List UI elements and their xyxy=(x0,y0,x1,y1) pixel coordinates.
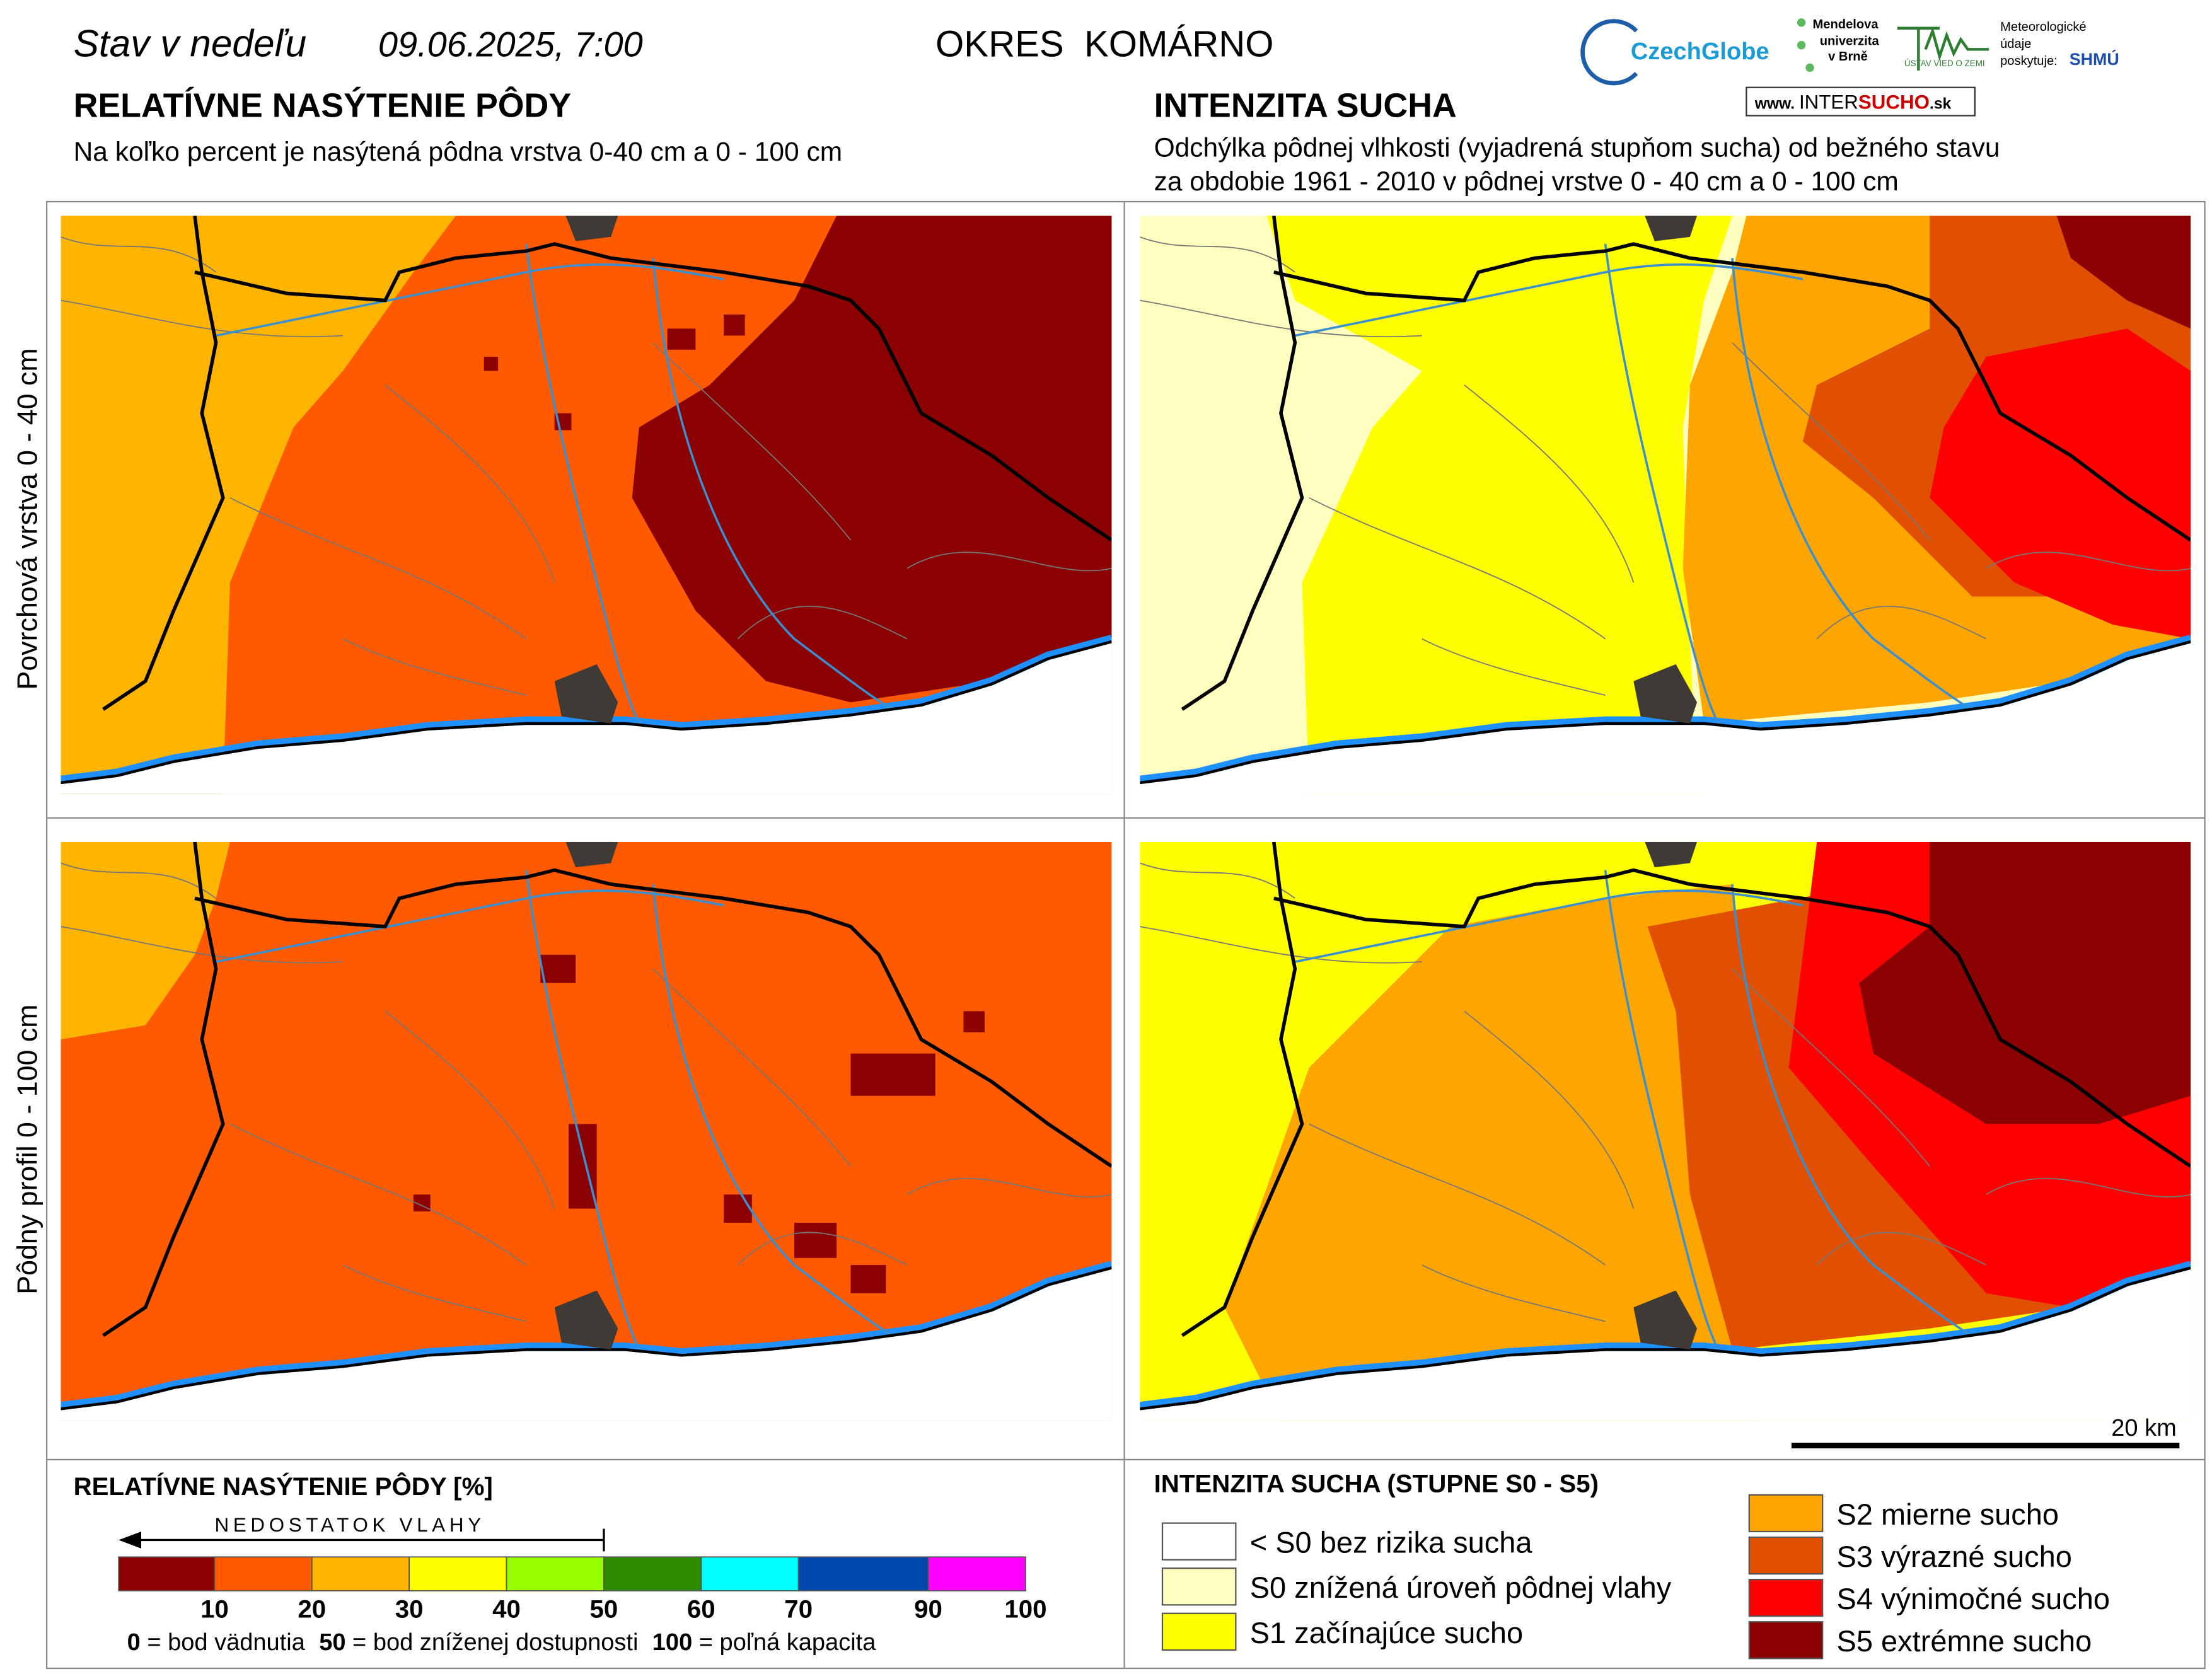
meteo: údaje xyxy=(2000,37,2031,51)
legend-swatch xyxy=(1748,1621,1824,1660)
czechglobe: CzechGlobe xyxy=(1631,38,1769,65)
legend-swatch xyxy=(1161,1612,1237,1651)
scale-tick: 70 xyxy=(784,1595,813,1623)
panel-subtitle: Na koľko percent je nasýtená pôdna vrstv… xyxy=(74,137,843,167)
scale-tick: 40 xyxy=(492,1595,521,1623)
legend-label: S2 mierne sucho xyxy=(1837,1498,2059,1531)
panel-title: INTENZITA SUCHA xyxy=(1154,87,1457,125)
legend-title: RELATÍVNE NASÝTENIE PÔDY [%] xyxy=(74,1472,493,1501)
ustav-icon xyxy=(1897,26,1989,71)
mendel: Mendelova xyxy=(1813,18,1879,32)
scale-bin xyxy=(700,1556,799,1591)
map-drought-profile xyxy=(1140,842,2191,1421)
scale-bin xyxy=(797,1556,929,1591)
panel-title: RELATÍVNE NASÝTENIE PÔDY xyxy=(74,86,572,125)
ustav: ÚSTAV VIED O ZEMI xyxy=(1904,59,1985,68)
dot xyxy=(1805,63,1814,72)
scale-tick: 50 xyxy=(590,1595,618,1623)
legend-swatch xyxy=(1161,1522,1237,1561)
panel-subtitle: za obdobie 1961 - 2010 v pôdnej vrstve 0… xyxy=(1154,167,1899,197)
legend-swatch xyxy=(1748,1578,1824,1617)
district: OKRES KOMÁRNO xyxy=(935,24,1273,65)
mendel: univerzita xyxy=(1820,35,1880,49)
scale-tick: 100 xyxy=(1004,1595,1046,1623)
scale-bin xyxy=(506,1556,605,1591)
scale-tick: 60 xyxy=(687,1595,715,1623)
legend-label: S3 výrazné sucho xyxy=(1837,1540,2072,1573)
scale-label: 20 km xyxy=(2111,1415,2177,1441)
legend-title: INTENZITA SUCHA (STUPNE S0 - S5) xyxy=(1154,1469,1599,1498)
scale-tick: 10 xyxy=(200,1595,229,1623)
desc: = poľná kapacita xyxy=(692,1629,876,1656)
scale-bin xyxy=(311,1556,410,1591)
desc: = bod vädnutia xyxy=(141,1629,306,1656)
row-label: Povrchová vrstva 0 - 40 cm xyxy=(11,348,43,690)
dot xyxy=(1797,40,1806,50)
map-drought-topsoil xyxy=(1140,216,2191,794)
legend-swatch xyxy=(1748,1494,1824,1533)
row-label: Pôdny profil 0 - 100 cm xyxy=(11,1005,43,1295)
panel-subtitle: Odchýlka pôdnej vlhkosti (vyjadrená stup… xyxy=(1154,133,2000,163)
legend-label: < S0 bez rizika sucha xyxy=(1250,1526,1533,1559)
dot xyxy=(1797,18,1806,27)
meteo: Meteorologické xyxy=(2000,20,2086,34)
legend-label: S4 výnimočné sucho xyxy=(1837,1582,2110,1615)
scale-bin xyxy=(214,1556,313,1591)
shmu: SHMÚ xyxy=(2070,49,2119,69)
desc: = bod zníženej dostupnosti xyxy=(345,1629,638,1656)
arrow-head xyxy=(119,1532,141,1549)
arrow-label: NEDOSTATOK VLAHY xyxy=(215,1514,485,1536)
intersucho-box xyxy=(1746,86,1976,117)
scale-tick: 30 xyxy=(395,1595,424,1623)
frame xyxy=(45,200,2206,1670)
scale-bin xyxy=(603,1556,702,1591)
meteo: poskytuje: xyxy=(2000,54,2058,68)
legend-swatch xyxy=(1161,1567,1237,1606)
legend-label: S5 extrémne sucho xyxy=(1837,1624,2092,1658)
legend-label: S1 začínajúce sucho xyxy=(1250,1616,1523,1649)
legend-label: S0 znížená úroveň pôdnej vlahy xyxy=(1250,1571,1672,1604)
scale-tick: 20 xyxy=(298,1595,326,1623)
intersucho: www. INTERSUCHO.sk xyxy=(1754,91,1952,113)
part: SUCHO xyxy=(1858,91,1930,113)
key: 50 xyxy=(319,1629,345,1656)
date: 09.06.2025, 7:00 xyxy=(378,25,643,64)
part: .sk xyxy=(1930,95,1952,112)
legend-swatch xyxy=(1748,1536,1824,1575)
date-prefix: Stav v nedeľu xyxy=(74,22,307,65)
part: INTER xyxy=(1799,91,1858,113)
legend-saturation: RELATÍVNE NASÝTENIE PÔDY [%] NEDOSTATOK … xyxy=(74,1472,877,1656)
scale-bin xyxy=(408,1556,507,1591)
scale-bin xyxy=(927,1556,1026,1591)
key: 100 xyxy=(652,1629,692,1656)
logo-arc xyxy=(1580,19,1638,86)
scale-bin xyxy=(118,1556,216,1591)
scale-tick: 90 xyxy=(914,1595,942,1623)
key: 0 xyxy=(127,1629,141,1656)
mendel: v Brně xyxy=(1828,50,1868,64)
footnote: 0 = bod vädnutia 50 = bod zníženej dostup… xyxy=(127,1629,877,1656)
map-saturation-profile xyxy=(61,842,1112,1421)
map-saturation-topsoil xyxy=(61,216,1112,794)
part: www. xyxy=(1754,95,1795,112)
logos: CzechGlobe Mendelova univerzita v Brně Ú… xyxy=(1580,18,2119,117)
